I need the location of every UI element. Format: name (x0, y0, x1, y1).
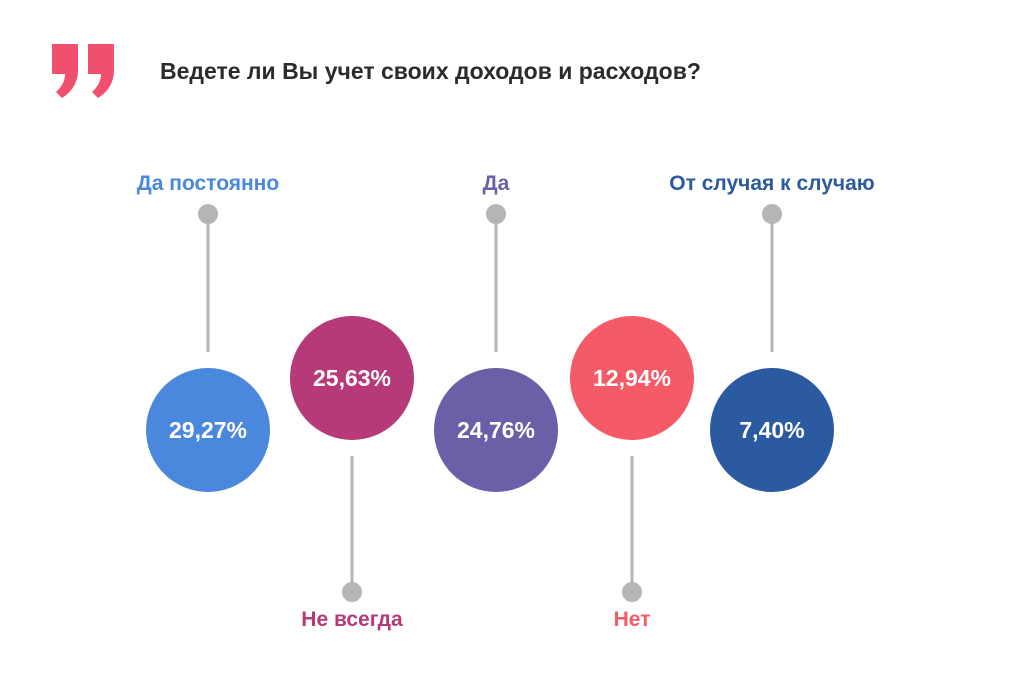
connector-dot (198, 204, 218, 224)
bubble (146, 368, 270, 492)
category-label: Не всегда (301, 608, 403, 631)
value-label: 12,94% (593, 365, 671, 391)
value-label: 25,63% (313, 365, 391, 391)
category-label: Да постоянно (137, 172, 279, 195)
category-labels: Да постоянно Не всегда Да Нет От случая к сл… (137, 172, 875, 631)
connector-dot (342, 582, 362, 602)
connector-dot (762, 204, 782, 224)
value-label: 7,40% (739, 417, 804, 443)
value-label: 24,76% (457, 417, 535, 443)
category-label: Да (483, 172, 510, 195)
category-label: От случая к случаю (669, 172, 874, 195)
bubble (434, 368, 558, 492)
value-label: 29,27% (169, 417, 247, 443)
connector-dot (486, 204, 506, 224)
quote-icon (52, 44, 114, 98)
bubbles: 29,27% 25,63% 24,76% 12,94% 7,40% (146, 316, 834, 492)
connectors (198, 204, 782, 602)
bubble (290, 316, 414, 440)
category-label: Нет (614, 608, 651, 631)
page-title: Ведете ли Вы учет своих доходов и расход… (160, 58, 701, 84)
connector-dot (622, 582, 642, 602)
bubble (570, 316, 694, 440)
bubble (710, 368, 834, 492)
